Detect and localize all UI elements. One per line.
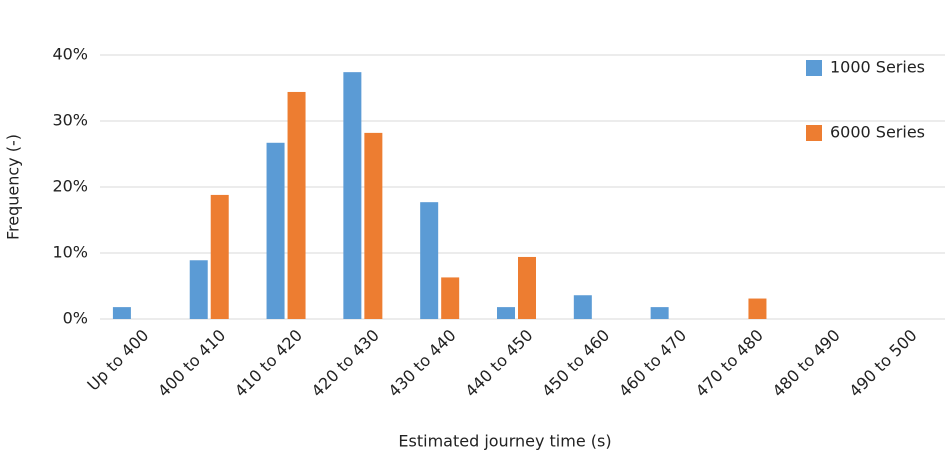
legend-swatch — [806, 60, 822, 76]
legend-label: 1000 Series — [830, 58, 925, 77]
bar — [112, 307, 131, 319]
bar — [287, 91, 306, 320]
x-tick-label: 480 to 490 — [769, 326, 844, 401]
bar — [364, 132, 383, 319]
y-tick-label: 40% — [52, 45, 88, 64]
x-axis-title: Estimated journey time (s) — [398, 432, 611, 451]
bar — [497, 307, 515, 319]
y-tick-label: 10% — [52, 243, 88, 262]
bar — [266, 142, 285, 319]
x-tick-label: 400 to 410 — [154, 326, 229, 401]
legend-label: 6000 Series — [830, 123, 925, 142]
x-tick-label: 490 to 500 — [845, 326, 920, 401]
bar — [573, 295, 592, 319]
x-tick-label: 440 to 450 — [461, 326, 536, 401]
x-tick-label: 410 to 420 — [231, 326, 306, 401]
x-tick-label: 470 to 480 — [692, 326, 767, 401]
bar — [650, 307, 669, 319]
y-axis-title: Frequency (-) — [4, 134, 23, 240]
bar — [343, 72, 362, 319]
y-tick-label: 0% — [63, 309, 88, 328]
y-tick-label: 20% — [52, 177, 88, 196]
bar — [748, 298, 767, 319]
x-tick-label: 420 to 430 — [308, 326, 383, 401]
x-tick-label: 460 to 470 — [615, 326, 690, 401]
x-tick-label: 450 to 460 — [538, 326, 613, 401]
x-tick-label: Up to 400 — [83, 326, 152, 395]
bar — [420, 202, 439, 319]
legend-swatch — [806, 125, 822, 141]
bar — [210, 194, 229, 319]
x-tick-label: 430 to 440 — [385, 326, 460, 401]
bar — [441, 277, 460, 319]
bar — [518, 256, 536, 319]
bar — [189, 260, 208, 319]
y-tick-label: 30% — [52, 111, 88, 130]
